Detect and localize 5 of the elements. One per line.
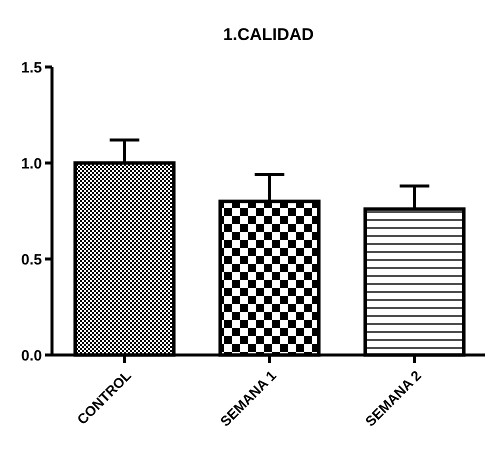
y-tick-label: 0.5: [21, 251, 42, 268]
y-tick-label: 0.0: [21, 347, 42, 364]
y-tick-label: 1.0: [21, 155, 42, 172]
y-tick-label: 1.5: [21, 59, 42, 76]
chart-title: 1.CALIDAD: [223, 25, 314, 44]
